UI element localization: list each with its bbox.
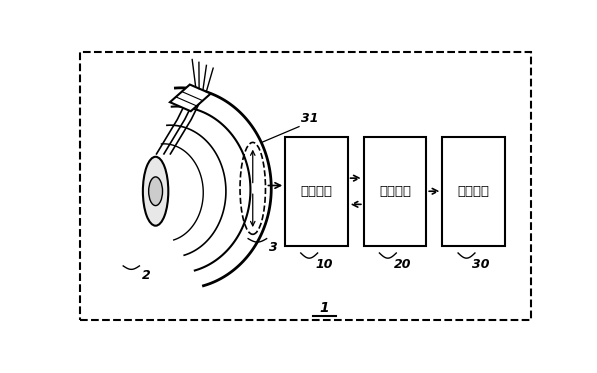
Bar (364, 137, 426, 246)
Text: 30: 30 (472, 258, 490, 271)
Ellipse shape (149, 177, 162, 206)
Bar (285, 137, 347, 246)
Text: 31: 31 (301, 112, 319, 125)
Bar (442, 137, 505, 246)
Polygon shape (170, 85, 211, 111)
Text: 感测元件: 感测元件 (300, 185, 333, 198)
Text: 处理模块: 处理模块 (458, 185, 490, 198)
Text: 10: 10 (315, 258, 333, 271)
Text: 3: 3 (269, 241, 278, 254)
Text: 20: 20 (394, 258, 411, 271)
Text: 检测模块: 检测模块 (379, 185, 411, 198)
Ellipse shape (143, 157, 168, 226)
Text: 1: 1 (319, 301, 330, 314)
Text: 2: 2 (142, 269, 150, 282)
